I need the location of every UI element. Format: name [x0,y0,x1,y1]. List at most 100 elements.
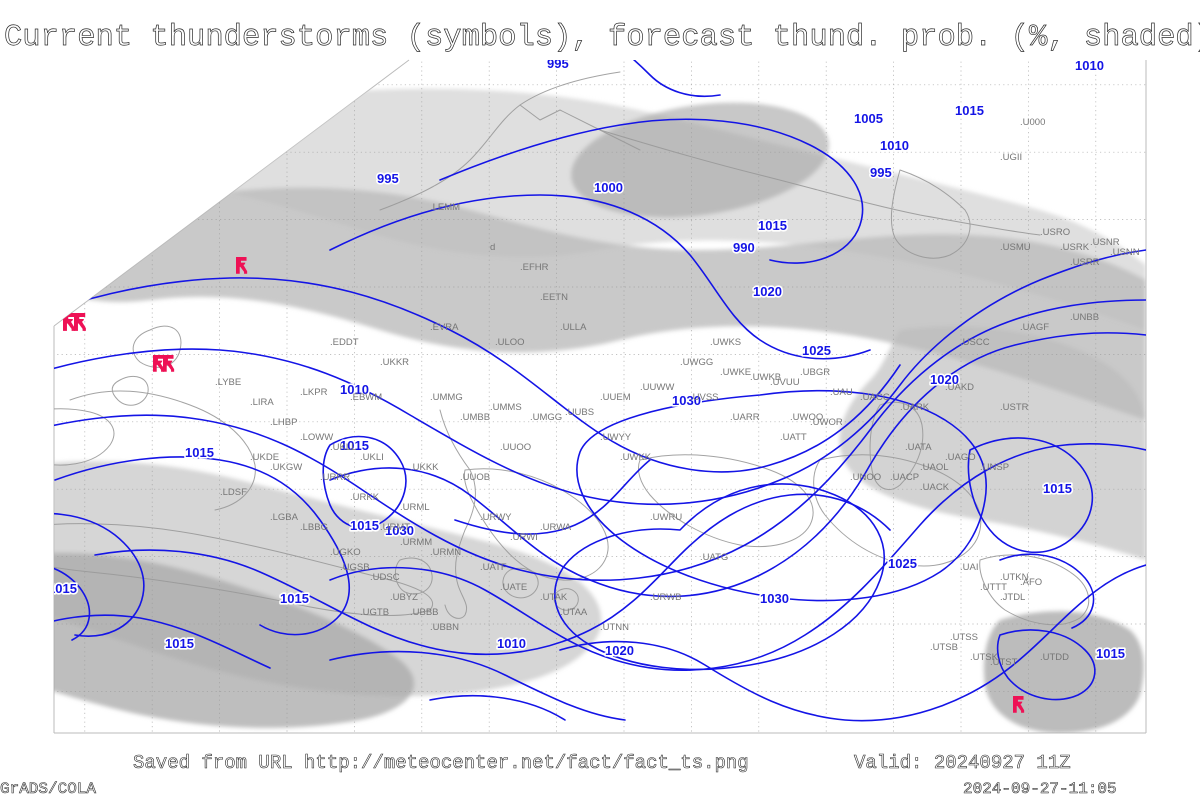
svg-text:.LIRA: .LIRA [250,397,274,408]
svg-text:.UWKE: .UWKE [720,367,751,378]
svg-text:1015: 1015 [758,218,787,233]
svg-text:995: 995 [377,171,399,186]
svg-text:.URMN: .URMN [430,547,461,558]
svg-text:.UUOB: .UUOB [460,472,490,483]
svg-text:1015: 1015 [185,445,214,460]
svg-text:.UWKS: .UWKS [710,337,741,348]
svg-text:.UATF: .UATF [480,562,507,573]
svg-text:.AFO: .AFO [1020,577,1042,588]
svg-text:1010: 1010 [1075,58,1104,73]
svg-text:1015: 1015 [1096,646,1125,661]
svg-text:1005: 1005 [854,111,883,126]
svg-text:.ULOO: .ULOO [495,337,525,348]
svg-text:.UVSS: .UVSS [690,392,719,403]
svg-text:1010: 1010 [497,636,526,651]
svg-text:.USCC: .USCC [960,337,990,348]
svg-text:990: 990 [733,240,755,255]
svg-text:995: 995 [870,165,892,180]
svg-text:Saved from URL http://meteocen: Saved from URL http://meteocenter.net/fa… [133,752,749,774]
svg-text:1015: 1015 [1043,481,1072,496]
svg-text:1030: 1030 [760,591,789,606]
svg-text:.UTAA: .UTAA [560,607,588,618]
svg-text:.UGKO: .UGKO [330,547,361,558]
svg-text:.UKLI: .UKLI [360,452,384,463]
svg-text:.UATE: .UATE [500,582,527,593]
svg-text:1015: 1015 [1148,103,1177,118]
svg-text:.UTST: .UTST [990,657,1018,668]
svg-text:.USMU: .USMU [1000,242,1031,253]
svg-text:1020: 1020 [753,284,782,299]
svg-text:.UAGO: .UAGO [945,452,976,463]
svg-text:.UWGG: .UWGG [680,357,713,368]
svg-text:.UATA: .UATA [905,442,932,453]
svg-text:.UUEM: .UUEM [600,392,631,403]
svg-text:.UACC: .UACC [860,392,890,403]
svg-text:.UTNN: .UTNN [600,622,629,633]
svg-text:.UVUU: .UVUU [770,377,800,388]
svg-text:.UNSP: .UNSP [980,462,1009,473]
svg-text:.UUOO: .UUOO [500,442,531,453]
svg-text:.UTSB: .UTSB [930,642,958,653]
svg-text:.LHBP: .LHBP [270,417,297,428]
svg-text:985: 985 [745,25,767,40]
svg-text:.EETN: .EETN [540,292,568,303]
svg-text:1015: 1015 [955,103,984,118]
svg-text:.UAKD: .UAKD [945,382,974,393]
svg-text:.USRR: .USRR [1070,257,1100,268]
svg-text:.USRK: .USRK [1060,242,1090,253]
svg-text:1025: 1025 [888,556,917,571]
svg-text:.UARR: .UARR [730,412,760,423]
svg-text:.USNN: .USNN [1110,247,1140,258]
svg-text:.URKK: .URKK [350,492,380,503]
svg-text:.EBWM: .EBWM [350,392,382,403]
svg-text:1010: 1010 [880,138,909,153]
svg-text:.UACK: .UACK [920,482,950,493]
svg-text:.UBGR: .UBGR [800,367,830,378]
svg-text:1015: 1015 [165,636,194,651]
svg-text:.UATG: .UATG [700,552,728,563]
svg-text:.UWOR: .UWOR [810,417,843,428]
svg-text:.URML: .URML [400,502,430,513]
svg-text:.UNOO: .UNOO [850,472,881,483]
svg-text:.UKGW: .UKGW [270,462,302,473]
svg-text:.UATT: .UATT [780,432,807,443]
svg-text:995: 995 [547,56,569,71]
svg-text:.UGSB: .UGSB [340,562,370,573]
svg-text:d: d [490,242,495,253]
svg-text:.UARK: .UARK [900,402,930,413]
svg-text:.UMBB: .UMBB [460,412,490,423]
svg-text:.UAI: .UAI [960,562,978,573]
svg-text:.LBBG: .LBBG [300,522,328,533]
svg-text:.UNBB: .UNBB [1070,312,1099,323]
svg-text:.LGBA: .LGBA [270,512,299,523]
svg-text:.UWRU: .UWRU [650,512,682,523]
svg-text:1015: 1015 [350,518,379,533]
svg-text:.UUBS: .UUBS [565,407,594,418]
svg-text:.UBBB: .UBBB [410,607,439,618]
svg-text:.USRO: .USRO [1040,227,1070,238]
svg-text:.USTR: .USTR [1000,402,1029,413]
svg-text:1025: 1025 [802,343,831,358]
svg-text:.UMMG: .UMMG [430,392,463,403]
svg-text:.URMT: .URMT [380,522,410,533]
svg-text:.UAGF: .UAGF [1020,322,1049,333]
svg-text:.URWB: .URWB [650,592,682,603]
svg-text:1015: 1015 [280,591,309,606]
svg-text:.URWA: .URWA [540,522,572,533]
svg-text:.UKLL: .UKLL [330,442,356,453]
svg-text:.UUWW: .UUWW [640,382,674,393]
svg-text:.ULLA: .ULLA [560,322,587,333]
svg-text:.UGII: .UGII [1000,152,1022,163]
svg-text:.URRR: .URRR [320,472,350,483]
svg-text:.UBYZ: .UBYZ [390,592,418,603]
svg-text:.UKKK: .UKKK [410,462,439,473]
svg-text:.EVRA: .EVRA [430,322,459,333]
svg-text:.LEMM: .LEMM [430,202,460,213]
svg-text:GrADS/COLA: GrADS/COLA [0,780,96,798]
svg-text:.UMGG: .UMGG [530,412,562,423]
svg-text:.UTDD: .UTDD [1040,652,1069,663]
svg-text:2024-09-27-11:05: 2024-09-27-11:05 [963,780,1117,798]
svg-text:.URWY: .URWY [480,512,512,523]
svg-text:.UBBN: .UBBN [430,622,459,633]
svg-text:.EFHR: .EFHR [520,262,549,273]
